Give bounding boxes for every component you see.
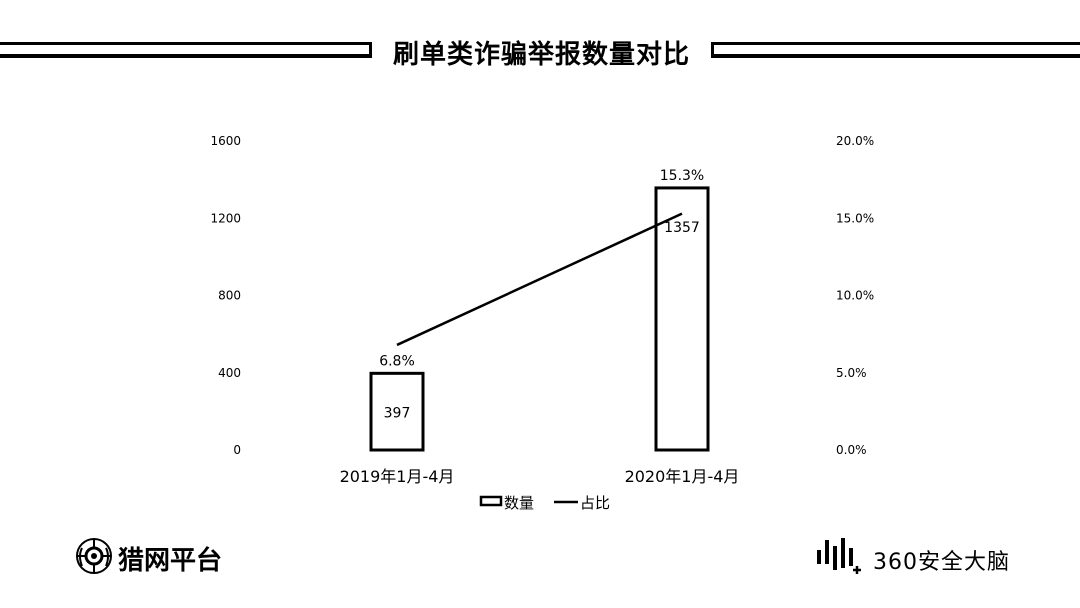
line-data-label: 15.3%: [660, 168, 704, 184]
360-logo: 360安全大脑: [815, 536, 1015, 578]
lieweng-logo-text: 猎网平台: [118, 546, 223, 576]
y-left-tick-label: 400: [218, 366, 241, 380]
legend-bar-label: 数量: [504, 494, 534, 512]
y-left-tick-label: 1200: [210, 211, 241, 225]
legend-line-label: 占比: [580, 494, 610, 512]
y-left-tick-label: 800: [218, 289, 241, 303]
lieweng-logo: 猎网平台: [74, 536, 234, 576]
line-data-label: 6.8%: [379, 353, 415, 369]
360-brain-icon: [817, 538, 861, 574]
bar: [654, 186, 710, 452]
y-right-tick-label: 0.0%: [836, 443, 867, 457]
y-right-tick-label: 10.0%: [836, 289, 874, 303]
bar-data-label: 1357: [664, 220, 700, 236]
y-left-tick-label: 1600: [210, 134, 241, 148]
y-left-tick-label: 0: [233, 443, 241, 457]
x-category-label: 2020年1月-4月: [625, 467, 740, 486]
bar-data-label: 397: [384, 405, 411, 421]
line-series: [396, 212, 683, 347]
360-logo-text: 360安全大脑: [873, 550, 1010, 575]
chart-title: 刷单类诈骗举报数量对比: [392, 40, 690, 70]
y-right-tick-label: 20.0%: [836, 134, 874, 148]
lieweng-emblem-icon: [76, 538, 112, 574]
title-bar-right: [711, 42, 1080, 58]
y-right-tick-label: 5.0%: [836, 366, 867, 380]
y-right-tick-label: 15.0%: [836, 211, 874, 225]
legend-bar-swatch: [479, 495, 503, 507]
bar: [369, 371, 425, 452]
title-bar-left: [0, 42, 372, 58]
x-category-label: 2019年1月-4月: [340, 467, 455, 486]
